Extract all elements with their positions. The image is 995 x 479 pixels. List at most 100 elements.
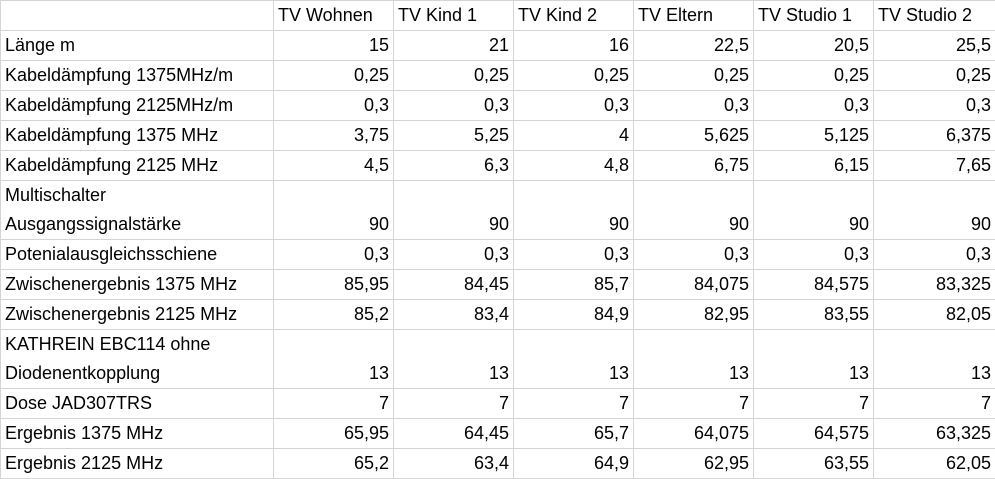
cell-value: 63,4	[394, 449, 514, 479]
cell-value: 90	[634, 181, 754, 240]
row-label: Multischalter Ausgangssignalstärke	[1, 181, 274, 240]
cell-value: 0,25	[754, 61, 874, 91]
cell-value: 5,625	[634, 121, 754, 151]
cell-value: 65,95	[274, 419, 394, 449]
cell-value: 0,25	[514, 61, 634, 91]
cell-value: 90	[394, 181, 514, 240]
cell-value: 0,3	[634, 91, 754, 121]
cell-value: 85,2	[274, 300, 394, 330]
cell-value: 5,125	[754, 121, 874, 151]
cell-value: 90	[274, 181, 394, 240]
cell-value: 62,95	[634, 449, 754, 479]
row-label: Dose JAD307TRS	[1, 389, 274, 419]
row-label: KATHREIN EBC114 ohne Diodenentkopplung	[1, 330, 274, 389]
cell-value: 13	[514, 330, 634, 389]
cell-value: 13	[634, 330, 754, 389]
cell-value: 0,25	[634, 61, 754, 91]
row-label: Zwischenergebnis 1375 MHz	[1, 270, 274, 300]
column-header: TV Wohnen	[274, 1, 394, 31]
row-label: Zwischenergebnis 2125 MHz	[1, 300, 274, 330]
cell-value: 7,65	[874, 151, 995, 181]
cell-value: 84,075	[634, 270, 754, 300]
row-label: Kabeldämpfung 2125 MHz	[1, 151, 274, 181]
cell-value: 0,3	[874, 91, 995, 121]
cell-value: 13	[274, 330, 394, 389]
cell-value: 7	[634, 389, 754, 419]
cell-value: 83,55	[754, 300, 874, 330]
cell-value: 0,3	[754, 91, 874, 121]
cell-value: 0,3	[514, 91, 634, 121]
cell-value: 0,3	[394, 240, 514, 270]
cell-value: 7	[274, 389, 394, 419]
row-label: Kabeldämpfung 2125MHz/m	[1, 91, 274, 121]
cell-value: 64,45	[394, 419, 514, 449]
cell-value: 7	[874, 389, 995, 419]
cell-value: 90	[874, 181, 995, 240]
cell-value: 84,575	[754, 270, 874, 300]
cell-value: 5,25	[394, 121, 514, 151]
cell-value: 64,075	[634, 419, 754, 449]
row-label: Potenialausgleichsschiene	[1, 240, 274, 270]
corner-cell	[1, 1, 274, 31]
cell-value: 90	[514, 181, 634, 240]
cell-value: 22,5	[634, 31, 754, 61]
cell-value: 3,75	[274, 121, 394, 151]
row-label: Kabeldämpfung 1375MHz/m	[1, 61, 274, 91]
cell-value: 63,55	[754, 449, 874, 479]
cell-value: 0,3	[754, 240, 874, 270]
cell-value: 0,3	[634, 240, 754, 270]
cell-value: 13	[874, 330, 995, 389]
cell-value: 63,325	[874, 419, 995, 449]
column-header: TV Eltern	[634, 1, 754, 31]
cell-value: 20,5	[754, 31, 874, 61]
cell-value: 85,95	[274, 270, 394, 300]
row-label: Länge m	[1, 31, 274, 61]
cell-value: 4	[514, 121, 634, 151]
cell-value: 15	[274, 31, 394, 61]
cell-value: 82,05	[874, 300, 995, 330]
cell-value: 65,2	[274, 449, 394, 479]
cell-value: 6,15	[754, 151, 874, 181]
cell-value: 6,75	[634, 151, 754, 181]
cell-value: 0,25	[394, 61, 514, 91]
row-label: Kabeldämpfung 1375 MHz	[1, 121, 274, 151]
cell-value: 7	[754, 389, 874, 419]
cell-value: 4,8	[514, 151, 634, 181]
cell-value: 64,9	[514, 449, 634, 479]
cell-value: 84,9	[514, 300, 634, 330]
cell-value: 0,3	[394, 91, 514, 121]
column-header: TV Studio 2	[874, 1, 995, 31]
cell-value: 4,5	[274, 151, 394, 181]
cell-value: 85,7	[514, 270, 634, 300]
column-header: TV Kind 2	[514, 1, 634, 31]
cell-value: 21	[394, 31, 514, 61]
cell-value: 13	[394, 330, 514, 389]
cell-value: 7	[394, 389, 514, 419]
cell-value: 0,3	[274, 240, 394, 270]
cell-value: 83,325	[874, 270, 995, 300]
cell-value: 0,25	[874, 61, 995, 91]
cell-value: 6,3	[394, 151, 514, 181]
cell-value: 6,375	[874, 121, 995, 151]
row-label: Ergebnis 1375 MHz	[1, 419, 274, 449]
cell-value: 64,575	[754, 419, 874, 449]
cell-value: 0,25	[274, 61, 394, 91]
row-label: Ergebnis 2125 MHz	[1, 449, 274, 479]
cell-value: 62,05	[874, 449, 995, 479]
cell-value: 90	[754, 181, 874, 240]
cell-value: 25,5	[874, 31, 995, 61]
